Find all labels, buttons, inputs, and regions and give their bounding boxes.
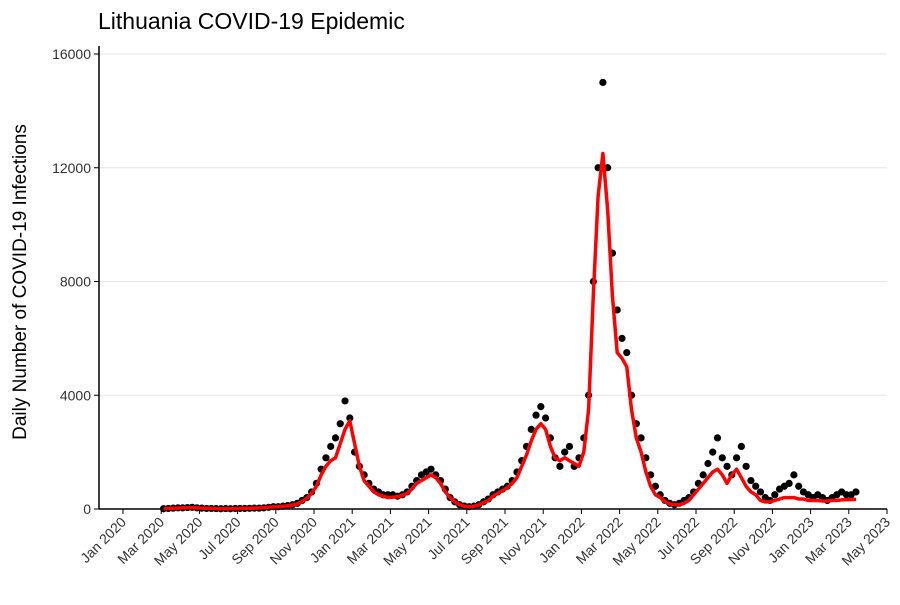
data-point: [537, 403, 545, 411]
data-point: [713, 434, 722, 442]
chart-title: Lithuania COVID-19 Epidemic: [98, 8, 405, 34]
data-point: [346, 414, 354, 422]
data-point: [651, 482, 660, 490]
data-point: [699, 471, 707, 479]
data-point: [795, 482, 803, 490]
data-point: [336, 420, 344, 428]
data-point: [756, 488, 765, 496]
data-point: [331, 434, 340, 442]
y-tick-label: 0: [83, 501, 91, 517]
data-point: [618, 334, 626, 342]
data-point: [742, 462, 750, 470]
data-point: [599, 78, 607, 87]
data-point: [790, 471, 798, 479]
data-point: [637, 434, 645, 442]
data-point: [852, 488, 860, 496]
data-point: [718, 454, 726, 462]
y-tick-label: 12000: [52, 160, 91, 176]
data-point: [723, 462, 731, 470]
trend-line: [163, 151, 857, 511]
data-point: [704, 459, 712, 468]
data-point: [785, 479, 793, 488]
y-tick-label: 8000: [60, 274, 91, 290]
data-point: [709, 448, 717, 456]
y-axis-title: Daily Number of COVID-19 Infections: [10, 124, 31, 440]
data-point: [327, 442, 335, 451]
data-point: [623, 348, 631, 357]
data-point: [527, 425, 535, 433]
data-point: [747, 476, 755, 485]
data-point: [565, 442, 574, 451]
data-point: [322, 454, 330, 462]
y-tick-label: 4000: [60, 387, 91, 403]
data-point: [771, 491, 779, 499]
data-point: [737, 442, 745, 451]
data-point: [427, 465, 435, 473]
data-point: [341, 397, 349, 405]
data-point: [561, 448, 569, 456]
data-point: [541, 414, 550, 422]
data-point: [556, 462, 564, 470]
y-tick-label: 16000: [52, 46, 91, 62]
data-point: [532, 411, 540, 419]
data-point: [732, 454, 741, 462]
data-point: [752, 482, 760, 490]
